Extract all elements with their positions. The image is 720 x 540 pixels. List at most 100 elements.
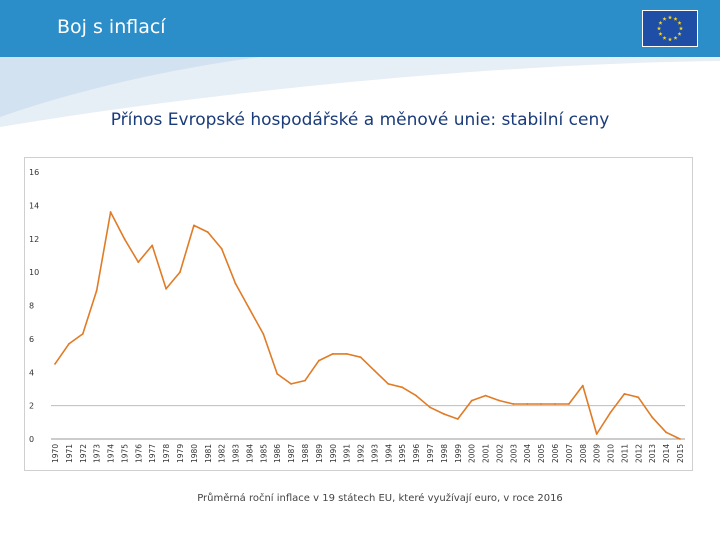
y-tick-label: 2 xyxy=(29,402,34,411)
x-tick-label: 1992 xyxy=(357,444,366,463)
data-point xyxy=(67,342,70,345)
data-point xyxy=(498,399,501,402)
y-tick-label: 4 xyxy=(29,368,34,377)
y-tick-label: 8 xyxy=(29,302,34,311)
decorative-swoosh xyxy=(0,57,720,127)
data-point xyxy=(623,393,626,395)
x-tick-label: 2001 xyxy=(482,444,491,463)
x-tick-label: 1970 xyxy=(51,444,60,463)
x-tick-label: 1999 xyxy=(454,444,463,463)
flag-star xyxy=(662,16,667,21)
x-tick-label: 1995 xyxy=(398,444,407,463)
data-point xyxy=(359,356,362,359)
data-point xyxy=(192,224,195,227)
flag-star xyxy=(667,15,673,20)
header-bar: Boj s inflací xyxy=(0,0,720,57)
flag-star xyxy=(658,20,663,25)
slide-title: Boj s inflací xyxy=(57,16,166,38)
data-point xyxy=(429,406,431,409)
data-point xyxy=(206,231,209,233)
x-tick-label: 1971 xyxy=(65,444,74,463)
x-tick-label: 2009 xyxy=(593,444,602,463)
x-tick-label: 1986 xyxy=(273,444,282,463)
data-point xyxy=(581,384,584,387)
x-tick-label: 1998 xyxy=(440,444,449,463)
data-point xyxy=(665,431,668,434)
x-tick-label: 1981 xyxy=(204,444,213,463)
data-point xyxy=(179,271,181,274)
y-tick-label: 16 xyxy=(29,168,39,177)
x-tick-label: 1972 xyxy=(79,444,88,463)
data-point xyxy=(234,282,237,285)
flag-star xyxy=(677,20,682,25)
x-tick-label: 2002 xyxy=(495,444,504,463)
x-tick-label: 1993 xyxy=(370,444,379,463)
data-point xyxy=(387,383,390,385)
x-tick-label: 1989 xyxy=(315,444,324,463)
data-point xyxy=(651,416,654,419)
data-point xyxy=(526,403,529,405)
x-tick-label: 1973 xyxy=(93,444,102,463)
x-tick-label: 1988 xyxy=(301,444,310,463)
data-point xyxy=(81,332,84,335)
data-point xyxy=(484,394,487,397)
x-tick-label: 2011 xyxy=(620,444,629,463)
y-tick-label: 12 xyxy=(29,235,39,244)
data-point xyxy=(109,211,112,213)
flag-star xyxy=(658,31,663,36)
x-tick-label: 2006 xyxy=(551,444,560,463)
data-point xyxy=(567,403,570,405)
y-tick-label: 10 xyxy=(29,268,39,277)
data-point xyxy=(470,399,473,402)
data-point xyxy=(331,352,334,355)
x-tick-label: 1991 xyxy=(343,444,352,463)
data-point xyxy=(679,438,681,440)
data-point xyxy=(137,261,140,264)
x-tick-label: 1997 xyxy=(426,444,435,463)
chart-caption: Průměrná roční inflace v 19 státech EU, … xyxy=(197,493,563,504)
x-tick-label: 1978 xyxy=(162,444,171,463)
data-point xyxy=(609,411,612,414)
data-point xyxy=(373,369,376,372)
x-tick-label: 1987 xyxy=(287,444,296,463)
x-tick-label: 2014 xyxy=(662,444,671,463)
x-tick-label: 2003 xyxy=(509,444,518,463)
data-point xyxy=(248,307,251,310)
flag-star xyxy=(667,37,673,42)
x-tick-label: 1976 xyxy=(134,444,143,463)
flag-star xyxy=(662,35,667,40)
data-point xyxy=(401,386,404,389)
x-tick-label: 1977 xyxy=(148,444,157,463)
data-point xyxy=(220,247,223,250)
x-tick-label: 2015 xyxy=(676,444,685,463)
flag-star xyxy=(656,26,662,31)
x-tick-label: 1983 xyxy=(232,444,241,463)
x-tick-label: 2004 xyxy=(523,444,532,463)
inflation-chart: 0 2 4 6 8 10 12 14 16 1970 1971 1972 1973 1974 1975 197… xyxy=(24,157,693,471)
data-point xyxy=(554,403,556,405)
data-point xyxy=(415,394,418,397)
x-tick-label: 1990 xyxy=(329,444,338,463)
data-point xyxy=(165,287,168,290)
data-point xyxy=(276,373,279,375)
data-point xyxy=(95,289,98,292)
data-point xyxy=(123,237,126,240)
inflation-line-chart: 0 2 4 6 8 10 12 14 16 1970 1971 1972 1973 1974 1975 197… xyxy=(29,168,685,463)
x-tick-label: 2012 xyxy=(634,444,643,463)
x-tick-label: 2008 xyxy=(579,444,588,463)
x-tick-label: 1985 xyxy=(259,444,268,463)
data-point xyxy=(317,359,320,362)
data-point xyxy=(442,413,445,415)
data-point xyxy=(540,403,543,405)
flag-star xyxy=(673,16,678,21)
data-point xyxy=(304,379,306,382)
flag-star xyxy=(673,35,678,40)
data-point xyxy=(54,363,56,365)
y-tick-label: 0 xyxy=(29,435,34,444)
data-point xyxy=(512,403,515,405)
x-tick-label: 2007 xyxy=(565,444,574,463)
x-tick-label: 1996 xyxy=(412,444,421,463)
inflation-series-line xyxy=(54,211,681,440)
x-tick-label: 2000 xyxy=(468,444,477,463)
data-point xyxy=(262,332,265,335)
